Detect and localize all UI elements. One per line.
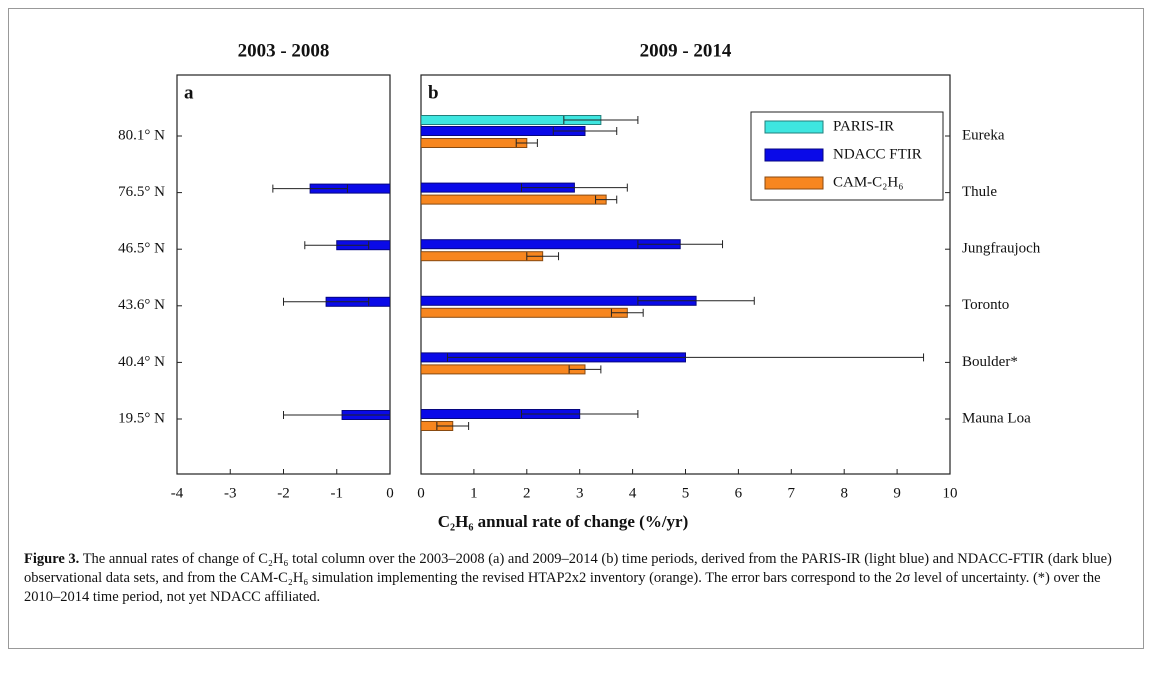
plot-area — [421, 115, 925, 431]
error-bar — [283, 411, 390, 419]
panel-letter: a — [184, 82, 194, 103]
error-bar — [552, 127, 618, 135]
error-bar — [610, 308, 644, 317]
y-tick-label: 19.5° N — [118, 410, 165, 426]
error-bar — [568, 365, 602, 374]
bar — [421, 307, 628, 318]
x-tick-label: 4 — [629, 485, 637, 501]
error-bar — [446, 353, 925, 362]
x-tick-label: 0 — [417, 485, 425, 501]
error-bar — [563, 116, 639, 124]
error-bar — [304, 241, 370, 250]
caption-label: Figure 3. — [24, 551, 80, 567]
caption-text: The annual rates of change of C₂H₆ total… — [24, 551, 1112, 605]
y-tick-label: Boulder* — [962, 354, 1018, 370]
error-bar — [521, 183, 628, 192]
legend-swatch — [764, 148, 824, 162]
legend-swatch — [764, 120, 824, 134]
figure-frame — [8, 8, 1144, 649]
x-axis-label: C₂H₆ annual rate of change (%/yr) — [438, 512, 689, 531]
error-bar — [526, 252, 560, 261]
error-bar — [595, 195, 618, 204]
x-tick-label: 5 — [682, 485, 690, 501]
x-tick-label: 8 — [840, 485, 848, 501]
y-tick-label: Toronto — [962, 297, 1009, 313]
caption: Figure 3. The annual rates of change of … — [24, 550, 1124, 607]
x-tick-label: -3 — [224, 485, 237, 501]
y-tick-label: Thule — [962, 184, 997, 200]
error-bar — [283, 297, 370, 306]
legend-swatch — [764, 176, 824, 190]
bar — [421, 194, 607, 205]
y-tick-label: 46.5° N — [118, 241, 165, 257]
error-bar — [637, 296, 755, 305]
x-tick-label: 1 — [470, 485, 478, 501]
x-tick-label: 7 — [788, 485, 796, 501]
error-bar — [521, 410, 639, 418]
y-tick-label: 80.1° N — [118, 127, 165, 143]
legend-label: NDACC FTIR — [833, 146, 922, 162]
y-tick-label: 40.4° N — [118, 354, 165, 370]
x-tick-label: -4 — [171, 485, 184, 501]
legend-label: PARIS-IR — [833, 118, 894, 134]
error-bar — [515, 139, 538, 147]
bar — [421, 364, 586, 375]
chart: C₂H₆ annual rate of change (%/yr) 2003 -… — [118, 40, 1041, 531]
plot-area — [272, 183, 390, 420]
legend-label: CAM-C₂H₆ — [833, 174, 903, 190]
x-tick-label: 0 — [386, 485, 394, 501]
panel-title: 2009 - 2014 — [640, 40, 732, 61]
y-tick-label: 76.5° N — [118, 184, 165, 200]
y-tick-label: Jungfraujoch — [962, 241, 1041, 257]
error-bar — [637, 240, 724, 249]
x-tick-label: 6 — [735, 485, 743, 501]
bar — [421, 138, 528, 148]
error-bar — [436, 422, 470, 430]
x-tick-label: 9 — [893, 485, 901, 501]
x-tick-label: 3 — [576, 485, 584, 501]
x-tick-label: -1 — [331, 485, 344, 501]
y-tick-label: Mauna Loa — [962, 410, 1031, 426]
panel-title: 2003 - 2008 — [238, 40, 330, 61]
panel-letter: b — [428, 82, 439, 103]
x-tick-label: -2 — [277, 485, 290, 501]
y-tick-label: 43.6° N — [118, 297, 165, 313]
x-tick-label: 2 — [523, 485, 531, 501]
y-tick-label: Eureka — [962, 127, 1005, 143]
error-bar — [272, 184, 348, 193]
bar — [421, 251, 544, 262]
x-tick-label: 10 — [943, 485, 958, 501]
